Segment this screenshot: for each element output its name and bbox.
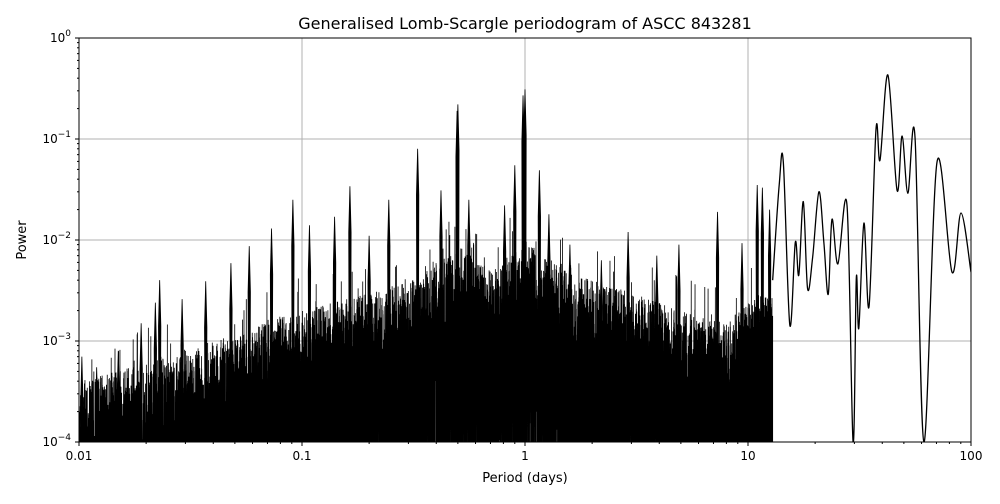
peak: [368, 236, 370, 444]
peak: [600, 260, 602, 444]
peak: [270, 228, 272, 444]
peak: [292, 200, 294, 444]
chart-title: Generalised Lomb-Scargle periodogram of …: [298, 14, 752, 33]
peak: [468, 200, 470, 444]
peak: [416, 149, 418, 444]
peak: [440, 190, 442, 444]
y-axis-label: Power: [15, 220, 30, 260]
peak: [741, 243, 743, 444]
y-tick-label: 10−4: [42, 433, 71, 449]
peak: [349, 186, 351, 444]
peak: [678, 245, 680, 444]
peak: [205, 281, 207, 444]
peak: [308, 225, 310, 444]
peak: [656, 256, 658, 444]
peak: [756, 185, 758, 444]
peak: [388, 200, 390, 444]
peak: [569, 245, 571, 444]
y-tick-label: 100: [50, 29, 71, 45]
y-tick-label: 10−1: [42, 130, 71, 146]
peak: [81, 357, 83, 444]
peak: [627, 232, 629, 444]
peak: [158, 280, 160, 444]
data-marks: [79, 75, 971, 447]
peak: [154, 303, 156, 444]
peak: [95, 367, 97, 444]
peak: [181, 299, 183, 444]
x-tick-label: 0.1: [292, 449, 311, 463]
peak: [503, 205, 505, 444]
peak: [248, 246, 250, 444]
peak: [457, 104, 459, 444]
x-axis-label: Period (days): [482, 471, 568, 486]
peak: [333, 217, 335, 444]
peak: [716, 212, 718, 444]
peak: [140, 323, 142, 444]
y-tick-label: 10−3: [42, 332, 71, 348]
peak: [514, 165, 516, 444]
peak: [548, 214, 550, 444]
peak: [524, 89, 526, 444]
x-tick-label: 10: [740, 449, 755, 463]
long-period-series-line: [773, 75, 971, 443]
peak: [230, 263, 232, 444]
peak: [761, 188, 763, 444]
x-tick-label: 1: [521, 449, 529, 463]
x-tick-label: 0.01: [66, 449, 93, 463]
peak: [117, 351, 119, 444]
peak: [768, 210, 770, 444]
y-tick-label: 10−2: [42, 231, 71, 247]
x-tick-label: 100: [960, 449, 983, 463]
peak: [538, 170, 540, 444]
